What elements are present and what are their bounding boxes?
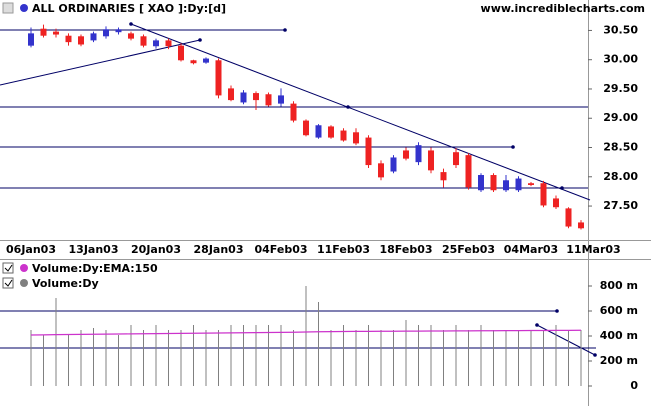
candle-body [303, 120, 309, 136]
line-handle [593, 353, 597, 357]
candle-body [390, 157, 397, 172]
y-tick-label: 27.50 [603, 199, 638, 212]
y-tick-label: 28.00 [603, 170, 638, 183]
legend-dot [20, 4, 28, 12]
candle-body [478, 175, 484, 191]
checkbox[interactable] [2, 262, 14, 274]
line-handle [129, 22, 133, 26]
candle-body [515, 178, 522, 191]
candle-body [428, 150, 434, 171]
legend-dot [20, 264, 28, 272]
legend-dot [20, 279, 28, 287]
candle-body [540, 183, 547, 206]
candle-body [528, 183, 534, 185]
line-handle [511, 145, 515, 149]
candle-body [365, 137, 372, 166]
x-tick-label: 11Feb03 [317, 243, 370, 256]
y-tick-label: 800 m [600, 279, 638, 292]
line-handle [198, 38, 202, 42]
trend-line [0, 39, 201, 86]
line-handle [283, 28, 287, 32]
candle-body [140, 36, 147, 46]
candle-body [190, 60, 197, 64]
y-tick-label: 200 m [600, 354, 638, 367]
y-tick-label: 29.00 [603, 111, 638, 124]
x-tick-label: 28Jan03 [194, 243, 244, 256]
candle-body [378, 163, 384, 178]
candle-body [78, 36, 84, 45]
x-tick-label: 04Mar03 [504, 243, 558, 256]
candle-body [465, 155, 472, 188]
ema-line [30, 329, 582, 336]
candle-body [578, 222, 584, 229]
candle-body [90, 33, 97, 41]
chart-title: ALL ORDINARIES [ XAO ]:Dy:[d] [32, 2, 226, 15]
candle-body [265, 94, 272, 106]
candle-body [490, 175, 497, 191]
x-tick-label: 06Jan03 [6, 243, 56, 256]
y-tick-label: 600 m [600, 304, 638, 317]
line-handle [560, 186, 564, 190]
checkbox[interactable] [2, 2, 14, 14]
y-tick-label: 28.50 [603, 141, 638, 154]
candle-body [128, 33, 134, 39]
candle-body [203, 58, 209, 63]
checkbox[interactable] [2, 277, 14, 289]
candle-body [165, 40, 172, 47]
x-tick-label: 25Feb03 [442, 243, 495, 256]
candle-body [553, 198, 559, 208]
check-mark [4, 279, 13, 287]
candle-body [403, 150, 409, 159]
trend-line [130, 23, 591, 201]
candle-body [340, 130, 347, 141]
candle-body [315, 125, 322, 138]
line-handle [346, 105, 350, 109]
x-tick-label: 04Feb03 [254, 243, 307, 256]
check-mark [4, 264, 13, 272]
candle-body [328, 126, 334, 138]
candle-body [153, 40, 159, 47]
line-handle [535, 323, 539, 327]
candle-body [278, 95, 284, 104]
candle-body [453, 152, 459, 166]
candle-body [65, 35, 72, 43]
line-handle [555, 309, 559, 313]
y-tick-label: 30.50 [603, 23, 638, 36]
candle-body [503, 180, 509, 191]
source: www.incrediblecharts.com [481, 2, 645, 15]
y-tick-label: 400 m [600, 329, 638, 342]
x-tick-label: 18Feb03 [379, 243, 432, 256]
candle-body [178, 45, 184, 61]
x-tick-label: 13Jan03 [69, 243, 119, 256]
candle-body [440, 172, 447, 181]
candle-body [290, 103, 297, 121]
candle-body [565, 208, 572, 227]
candle-body [415, 145, 422, 163]
candle-body [103, 29, 109, 37]
x-tick-label: 11Mar03 [566, 243, 620, 256]
candle-body [215, 60, 222, 96]
candle-body [240, 92, 247, 103]
legend-label: Volume:Dy [32, 277, 99, 290]
candle-body [40, 28, 47, 36]
legend-label: Volume:Dy:EMA:150 [32, 262, 158, 275]
candle-body [115, 29, 122, 33]
y-tick-label: 0 [630, 379, 638, 392]
candle-body [253, 93, 259, 101]
x-tick-label: 20Jan03 [131, 243, 181, 256]
candle-body [228, 88, 234, 101]
candle-body [353, 132, 359, 144]
candle-body [53, 31, 59, 35]
y-tick-label: 30.00 [603, 53, 638, 66]
y-tick-label: 29.50 [603, 82, 638, 95]
candle-body [28, 33, 34, 46]
